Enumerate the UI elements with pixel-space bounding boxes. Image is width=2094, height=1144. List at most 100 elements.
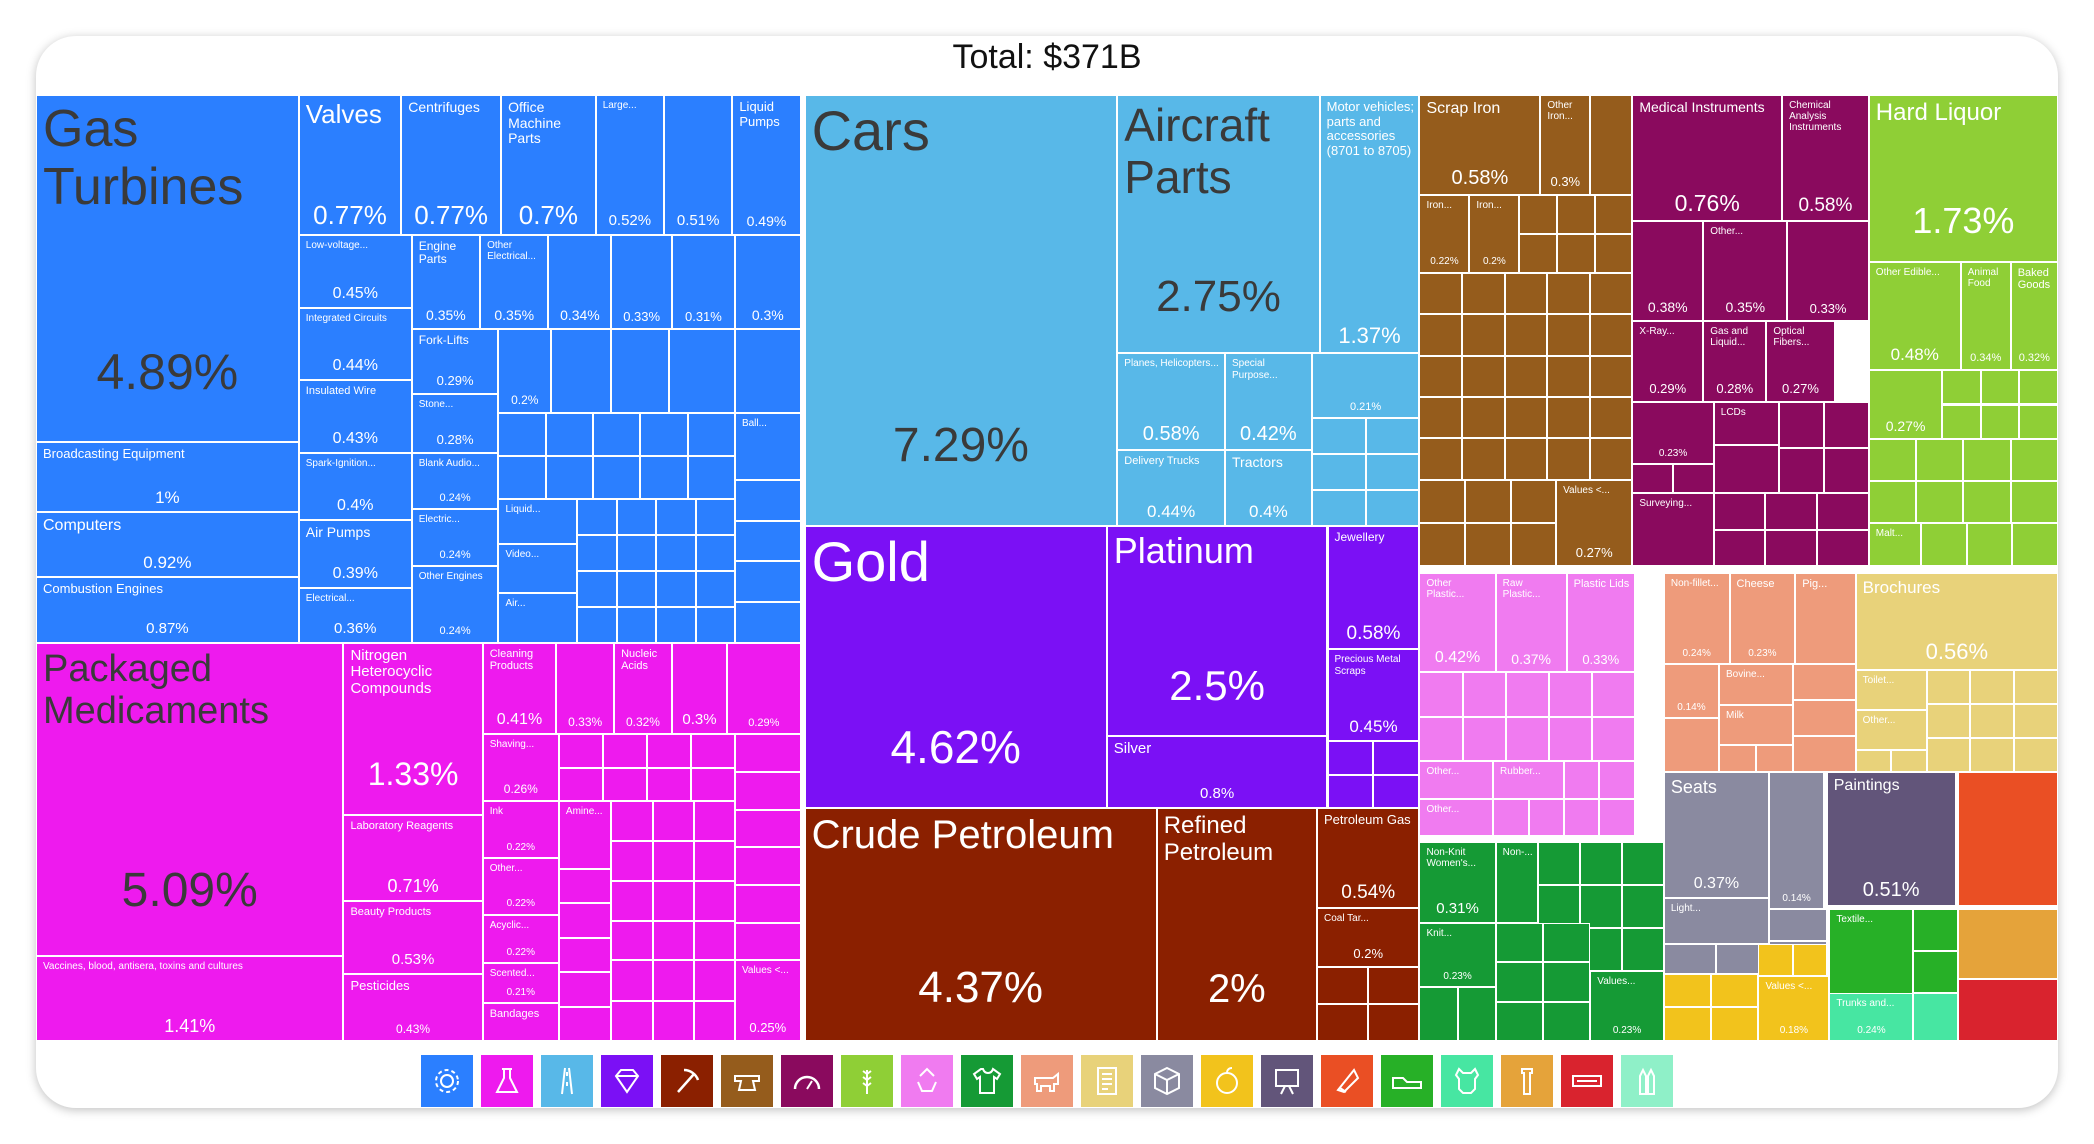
animal-hides-icon[interactable] (1441, 1055, 1493, 1107)
treemap-cell[interactable]: Office Machine Parts 0.7% (501, 95, 596, 235)
treemap-cell[interactable]: Other Edible... 0.48% (1868, 261, 1961, 370)
treemap-minor-cell[interactable] (1547, 396, 1590, 439)
footwear-icon[interactable] (1381, 1055, 1433, 1107)
treemap-minor-cell[interactable] (577, 498, 617, 535)
foodstuffs-icon[interactable] (841, 1055, 893, 1107)
treemap-minor-cell[interactable] (652, 880, 694, 921)
treemap-minor-cell[interactable] (1942, 404, 1981, 440)
treemap-minor-cell[interactable] (1510, 522, 1557, 566)
treemap-minor-cell[interactable] (1916, 481, 1964, 523)
treemap-minor-cell[interactable] (1621, 841, 1664, 885)
treemap-cell[interactable]: Paintings 0.51% (1826, 771, 1956, 907)
treemap-minor-cell[interactable] (693, 801, 735, 842)
treemap-minor-cell[interactable] (1589, 355, 1633, 397)
treemap-minor-cell[interactable] (1792, 700, 1856, 736)
treemap-cell[interactable]: Toilet... (1855, 669, 1927, 710)
treemap-minor-cell[interactable] (1316, 966, 1369, 1004)
vegetable-products-icon[interactable] (1201, 1055, 1253, 1107)
treemap-cell[interactable]: Amine... (558, 801, 612, 869)
treemap-cell[interactable]: Video... (498, 544, 578, 593)
treemap-minor-cell[interactable] (1547, 438, 1590, 480)
treemap-cell[interactable] (1958, 771, 2058, 907)
treemap-minor-cell[interactable] (558, 972, 612, 1007)
treemap-minor-cell[interactable] (1591, 672, 1635, 717)
treemap-minor-cell[interactable] (1758, 944, 1793, 977)
treemap-minor-cell[interactable] (1970, 669, 2015, 704)
treemap-cell[interactable]: Raw Plastic... 0.37% (1495, 572, 1567, 673)
treemap-minor-cell[interactable] (695, 534, 735, 571)
treemap-cell[interactable]: Other... (1855, 709, 1927, 751)
treemap-minor-cell[interactable] (593, 455, 641, 499)
treemap-cell[interactable]: Nucleic Acids 0.32% (614, 642, 672, 735)
treemap-minor-cell[interactable] (1621, 884, 1664, 928)
treemap-cell[interactable]: Tractors 0.4% (1225, 450, 1312, 526)
treemap-minor-cell[interactable] (652, 801, 694, 842)
treemap-cell[interactable]: 0.14% (1663, 664, 1720, 719)
treemap-minor-cell[interactable] (558, 937, 612, 973)
treemap-minor-cell[interactable] (1779, 447, 1825, 494)
treemap-cell[interactable]: Brochures 0.56% (1855, 572, 2058, 670)
treemap-minor-cell[interactable] (1826, 906, 1830, 910)
treemap-cell[interactable]: Textile... (1829, 909, 1914, 996)
treemap-minor-cell[interactable] (687, 412, 735, 456)
treemap-minor-cell[interactable] (1563, 798, 1600, 837)
treemap-cell[interactable]: Vaccines, blood, antisera, toxins and cu… (36, 956, 344, 1041)
treemap-cell[interactable]: Pig... (1795, 572, 1856, 665)
treemap-minor-cell[interactable] (1465, 522, 1511, 566)
treemap-cell[interactable]: Values <... 0.27% (1556, 479, 1633, 566)
treemap-cell[interactable]: 0.23% (1632, 401, 1714, 464)
treemap-cell[interactable]: 0.38% (1632, 221, 1704, 322)
treemap-minor-cell[interactable] (693, 1000, 735, 1041)
treemap-minor-cell[interactable] (1316, 1003, 1369, 1041)
treemap-cell[interactable]: 0.14% (1768, 771, 1825, 910)
treemap-minor-cell[interactable] (1868, 481, 1917, 523)
treemap-minor-cell[interactable] (1504, 438, 1548, 480)
treemap-minor-cell[interactable] (640, 412, 688, 456)
treemap-cell[interactable]: Values... 0.23% (1590, 971, 1664, 1041)
treemap-cell[interactable] (1958, 979, 2058, 1041)
treemap-cell[interactable]: Computers 0.92% (36, 512, 299, 577)
treemap-minor-cell[interactable] (640, 455, 688, 499)
treemap-cell[interactable]: Hard Liquor 1.73% (1868, 95, 2058, 262)
transportation-icon[interactable] (541, 1055, 593, 1107)
treemap-cell[interactable]: Liquid... (498, 498, 578, 545)
treemap-cell[interactable]: Combustion Engines 0.87% (36, 576, 299, 643)
treemap-cell[interactable]: Light... (1663, 898, 1769, 945)
treemap-minor-cell[interactable] (1373, 740, 1420, 775)
treemap-cell[interactable]: Aircraft Parts 2.75% (1117, 95, 1320, 354)
treemap-minor-cell[interactable] (652, 960, 694, 1001)
treemap-cell[interactable]: Electrical... 0.36% (298, 587, 412, 643)
treemap-minor-cell[interactable] (1579, 884, 1622, 928)
treemap-minor-cell[interactable] (1713, 493, 1766, 530)
treemap-minor-cell[interactable] (611, 1000, 653, 1041)
treemap-minor-cell[interactable] (498, 455, 546, 499)
treemap-minor-cell[interactable] (2019, 369, 2058, 405)
treemap-minor-cell[interactable] (1713, 444, 1780, 494)
treemap-minor-cell[interactable] (1970, 703, 2015, 738)
treemap-cell[interactable]: Gas Turbines 4.89% (36, 95, 299, 443)
treemap-minor-cell[interactable] (646, 767, 691, 802)
treemap-minor-cell[interactable] (1926, 737, 1971, 772)
treemap-cell[interactable]: Silver 0.8% (1106, 735, 1328, 809)
precious-metals-icon[interactable] (601, 1055, 653, 1107)
treemap-minor-cell[interactable] (1556, 233, 1595, 273)
treemap-minor-cell[interactable] (1419, 716, 1463, 762)
treemap-minor-cell[interactable] (734, 771, 801, 810)
treemap-minor-cell[interactable] (734, 734, 801, 772)
treemap-cell[interactable]: Large... 0.52% (595, 95, 664, 235)
treemap-minor-cell[interactable] (1495, 962, 1543, 1002)
treemap-minor-cell[interactable] (652, 841, 694, 881)
treemap-minor-cell[interactable] (1368, 966, 1420, 1004)
treemap-minor-cell[interactable] (616, 606, 657, 643)
treemap-cell[interactable]: 0.21% (1311, 353, 1420, 418)
treemap-minor-cell[interactable] (1311, 489, 1366, 526)
treemap-minor-cell[interactable] (1504, 272, 1548, 315)
treemap-minor-cell[interactable] (602, 767, 647, 802)
treemap-minor-cell[interactable] (593, 412, 641, 456)
treemap-minor-cell[interactable] (1824, 447, 1869, 494)
treemap-cell[interactable]: Low-voltage... 0.45% (298, 234, 412, 308)
treemap-minor-cell[interactable] (558, 1006, 612, 1041)
treemap-cell[interactable]: Pesticides 0.43% (343, 973, 483, 1041)
treemap-cell[interactable]: Delivery Trucks 0.44% (1117, 450, 1226, 526)
treemap-cell[interactable]: Animal Food 0.34% (1960, 261, 2011, 370)
